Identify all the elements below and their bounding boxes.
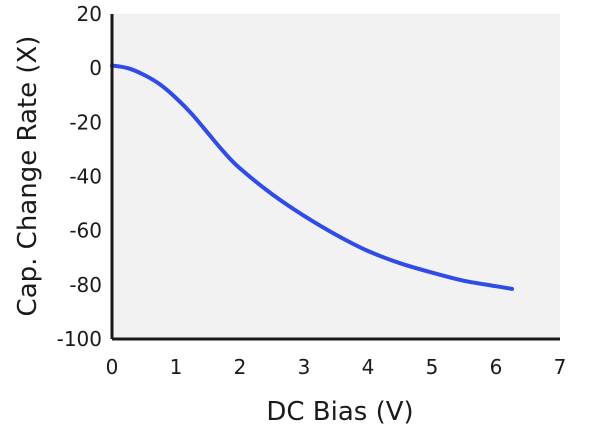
x-tick-label: 0 xyxy=(106,355,119,379)
x-tick-label: 3 xyxy=(298,355,311,379)
y-tick-label: -60 xyxy=(69,219,102,243)
y-tick-label: 0 xyxy=(89,56,102,80)
x-axis-title: DC Bias (V) xyxy=(266,397,413,427)
x-tick-label: 7 xyxy=(554,355,567,379)
y-tick-label: 20 xyxy=(77,2,102,26)
x-tick-label: 6 xyxy=(490,355,503,379)
y-axis-title: Cap. Change Rate (X) xyxy=(13,36,43,317)
plot-area xyxy=(112,14,560,339)
y-tick-label: -100 xyxy=(57,327,102,351)
y-tick-label: -40 xyxy=(69,165,102,189)
series-line xyxy=(110,63,514,291)
x-tick-label: 1 xyxy=(170,355,183,379)
x-tick-labels: 0 1 2 3 4 5 6 7 xyxy=(106,355,567,379)
x-tick-label: 2 xyxy=(234,355,247,379)
series-layer xyxy=(110,63,514,291)
y-tick-label: -20 xyxy=(69,110,102,134)
y-tick-labels: 20 0 -20 -40 -60 -80 -100 xyxy=(57,2,102,351)
y-tick-label: -80 xyxy=(69,273,102,297)
x-tick-label: 5 xyxy=(426,355,439,379)
x-tick-label: 4 xyxy=(362,355,375,379)
